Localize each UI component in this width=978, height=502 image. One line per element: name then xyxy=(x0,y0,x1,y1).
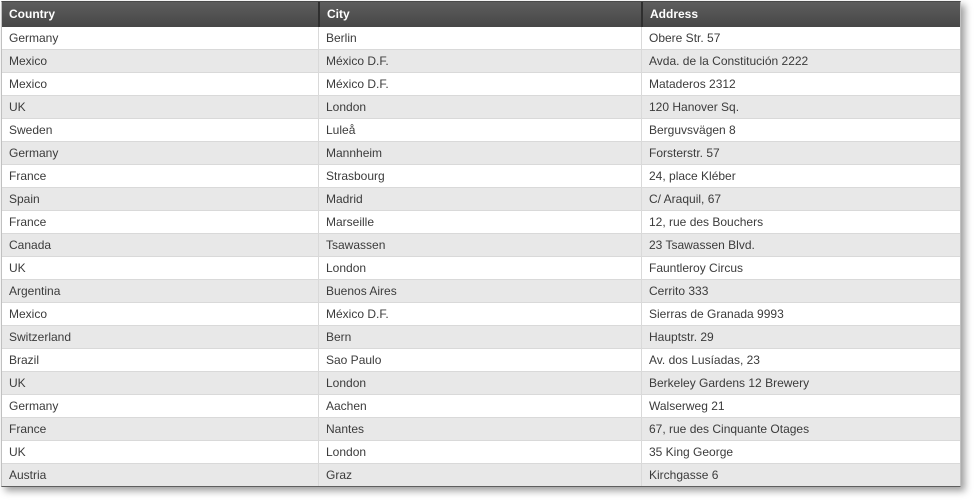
cell-country[interactable]: Canada xyxy=(9,238,52,252)
cell-address[interactable]: 23 Tsawassen Blvd. xyxy=(641,234,960,256)
cell-city[interactable]: Berlin xyxy=(318,27,641,49)
cell-country[interactable]: Germany xyxy=(9,146,59,160)
table-row[interactable]: France Nantes 67, rue des Cinquante Otages xyxy=(2,418,960,441)
cell-address[interactable]: Fauntleroy Circus xyxy=(641,257,960,279)
cell-address[interactable]: 67, rue des Cinquante Otages xyxy=(641,418,960,440)
table-row[interactable]: Germany Aachen Walserweg 21 xyxy=(2,395,960,418)
cell-city[interactable]: Strasbourg xyxy=(318,165,641,187)
cell-country[interactable]: Sweden xyxy=(9,123,53,137)
table-row[interactable]: Mexico México D.F. Mataderos 2312 xyxy=(2,73,960,96)
table-row[interactable]: Mexico México D.F. Avda. de la Constitució… xyxy=(2,50,960,73)
cell-country[interactable]: Germany xyxy=(9,31,59,45)
cell-country[interactable]: France xyxy=(9,169,47,183)
cell-address[interactable]: 120 Hanover Sq. xyxy=(641,96,960,118)
cell-country[interactable]: Brazil xyxy=(9,353,40,367)
cell-city[interactable]: Nantes xyxy=(318,418,641,440)
cell-address[interactable]: 35 King George xyxy=(641,441,960,463)
cell-country[interactable]: Mexico xyxy=(9,77,48,91)
cell-address[interactable]: Cerrito 333 xyxy=(641,280,960,302)
table-row[interactable]: Brazil Sao Paulo Av. dos Lusíadas, 23 xyxy=(2,349,960,372)
cell-address[interactable]: Berkeley Gardens 12 Brewery xyxy=(641,372,960,394)
table-row[interactable]: Spain Madrid C/ Araquil, 67 xyxy=(2,188,960,211)
cell-city[interactable]: Marseille xyxy=(318,211,641,233)
cell-city[interactable]: Tsawassen xyxy=(318,234,641,256)
cell-address[interactable]: Forsterstr. 57 xyxy=(641,142,960,164)
cell-city[interactable]: Graz xyxy=(318,464,641,486)
column-header-country[interactable]: Country xyxy=(9,7,55,21)
cell-country[interactable]: Spain xyxy=(9,192,40,206)
grid-header-row: Country City Address xyxy=(2,2,960,27)
cell-city[interactable]: Buenos Aires xyxy=(318,280,641,302)
cell-city[interactable]: Bern xyxy=(318,326,641,348)
cell-address[interactable]: Walserweg 21 xyxy=(641,395,960,417)
table-row[interactable]: Mexico México D.F. Sierras de Granada 9993 xyxy=(2,303,960,326)
cell-country[interactable]: Mexico xyxy=(9,54,48,68)
cell-country[interactable]: UK xyxy=(9,100,26,114)
table-row[interactable]: Sweden Luleå Berguvsvägen 8 xyxy=(2,119,960,142)
cell-country[interactable]: UK xyxy=(9,261,26,275)
table-row[interactable]: Austria Graz Kirchgasse 6 xyxy=(2,464,960,486)
cell-country[interactable]: UK xyxy=(9,376,26,390)
cell-country[interactable]: UK xyxy=(9,445,26,459)
cell-address[interactable]: Av. dos Lusíadas, 23 xyxy=(641,349,960,371)
cell-city[interactable]: México D.F. xyxy=(318,303,641,325)
table-row[interactable]: Argentina Buenos Aires Cerrito 333 xyxy=(2,280,960,303)
table-row[interactable]: Canada Tsawassen 23 Tsawassen Blvd. xyxy=(2,234,960,257)
table-row[interactable]: France Strasbourg 24, place Kléber xyxy=(2,165,960,188)
cell-city[interactable]: México D.F. xyxy=(318,50,641,72)
cell-city[interactable]: London xyxy=(318,372,641,394)
cell-city[interactable]: Sao Paulo xyxy=(318,349,641,371)
column-header-city[interactable]: City xyxy=(318,2,641,27)
cell-address[interactable]: Obere Str. 57 xyxy=(641,27,960,49)
cell-address[interactable]: C/ Araquil, 67 xyxy=(641,188,960,210)
cell-city[interactable]: Mannheim xyxy=(318,142,641,164)
column-header-address[interactable]: Address xyxy=(641,2,960,27)
cell-address[interactable]: Kirchgasse 6 xyxy=(641,464,960,486)
cell-city[interactable]: Aachen xyxy=(318,395,641,417)
data-grid: Country City Address Germany Berlin Obere … xyxy=(1,1,961,487)
cell-city[interactable]: México D.F. xyxy=(318,73,641,95)
table-row[interactable]: France Marseille 12, rue des Bouchers xyxy=(2,211,960,234)
cell-address[interactable]: Hauptstr. 29 xyxy=(641,326,960,348)
cell-address[interactable]: Sierras de Granada 9993 xyxy=(641,303,960,325)
grid-body: Germany Berlin Obere Str. 57 Mexico México D… xyxy=(2,27,960,486)
cell-country[interactable]: France xyxy=(9,422,47,436)
table-row[interactable]: UK London Fauntleroy Circus xyxy=(2,257,960,280)
cell-city[interactable]: Madrid xyxy=(318,188,641,210)
table-row[interactable]: UK London 120 Hanover Sq. xyxy=(2,96,960,119)
cell-city[interactable]: London xyxy=(318,257,641,279)
cell-city[interactable]: London xyxy=(318,441,641,463)
cell-address[interactable]: 12, rue des Bouchers xyxy=(641,211,960,233)
cell-city[interactable]: London xyxy=(318,96,641,118)
cell-country[interactable]: France xyxy=(9,215,47,229)
cell-address[interactable]: 24, place Kléber xyxy=(641,165,960,187)
cell-country[interactable]: Austria xyxy=(9,468,47,482)
cell-country[interactable]: Germany xyxy=(9,399,59,413)
cell-country[interactable]: Switzerland xyxy=(9,330,72,344)
cell-city[interactable]: Luleå xyxy=(318,119,641,141)
table-row[interactable]: Germany Berlin Obere Str. 57 xyxy=(2,27,960,50)
cell-country[interactable]: Mexico xyxy=(9,307,48,321)
table-row[interactable]: UK London Berkeley Gardens 12 Brewery xyxy=(2,372,960,395)
table-row[interactable]: Germany Mannheim Forsterstr. 57 xyxy=(2,142,960,165)
cell-country[interactable]: Argentina xyxy=(9,284,61,298)
cell-address[interactable]: Mataderos 2312 xyxy=(641,73,960,95)
cell-address[interactable]: Avda. de la Constitución 2222 xyxy=(641,50,960,72)
cell-address[interactable]: Berguvsvägen 8 xyxy=(641,119,960,141)
table-row[interactable]: UK London 35 King George xyxy=(2,441,960,464)
table-row[interactable]: Switzerland Bern Hauptstr. 29 xyxy=(2,326,960,349)
